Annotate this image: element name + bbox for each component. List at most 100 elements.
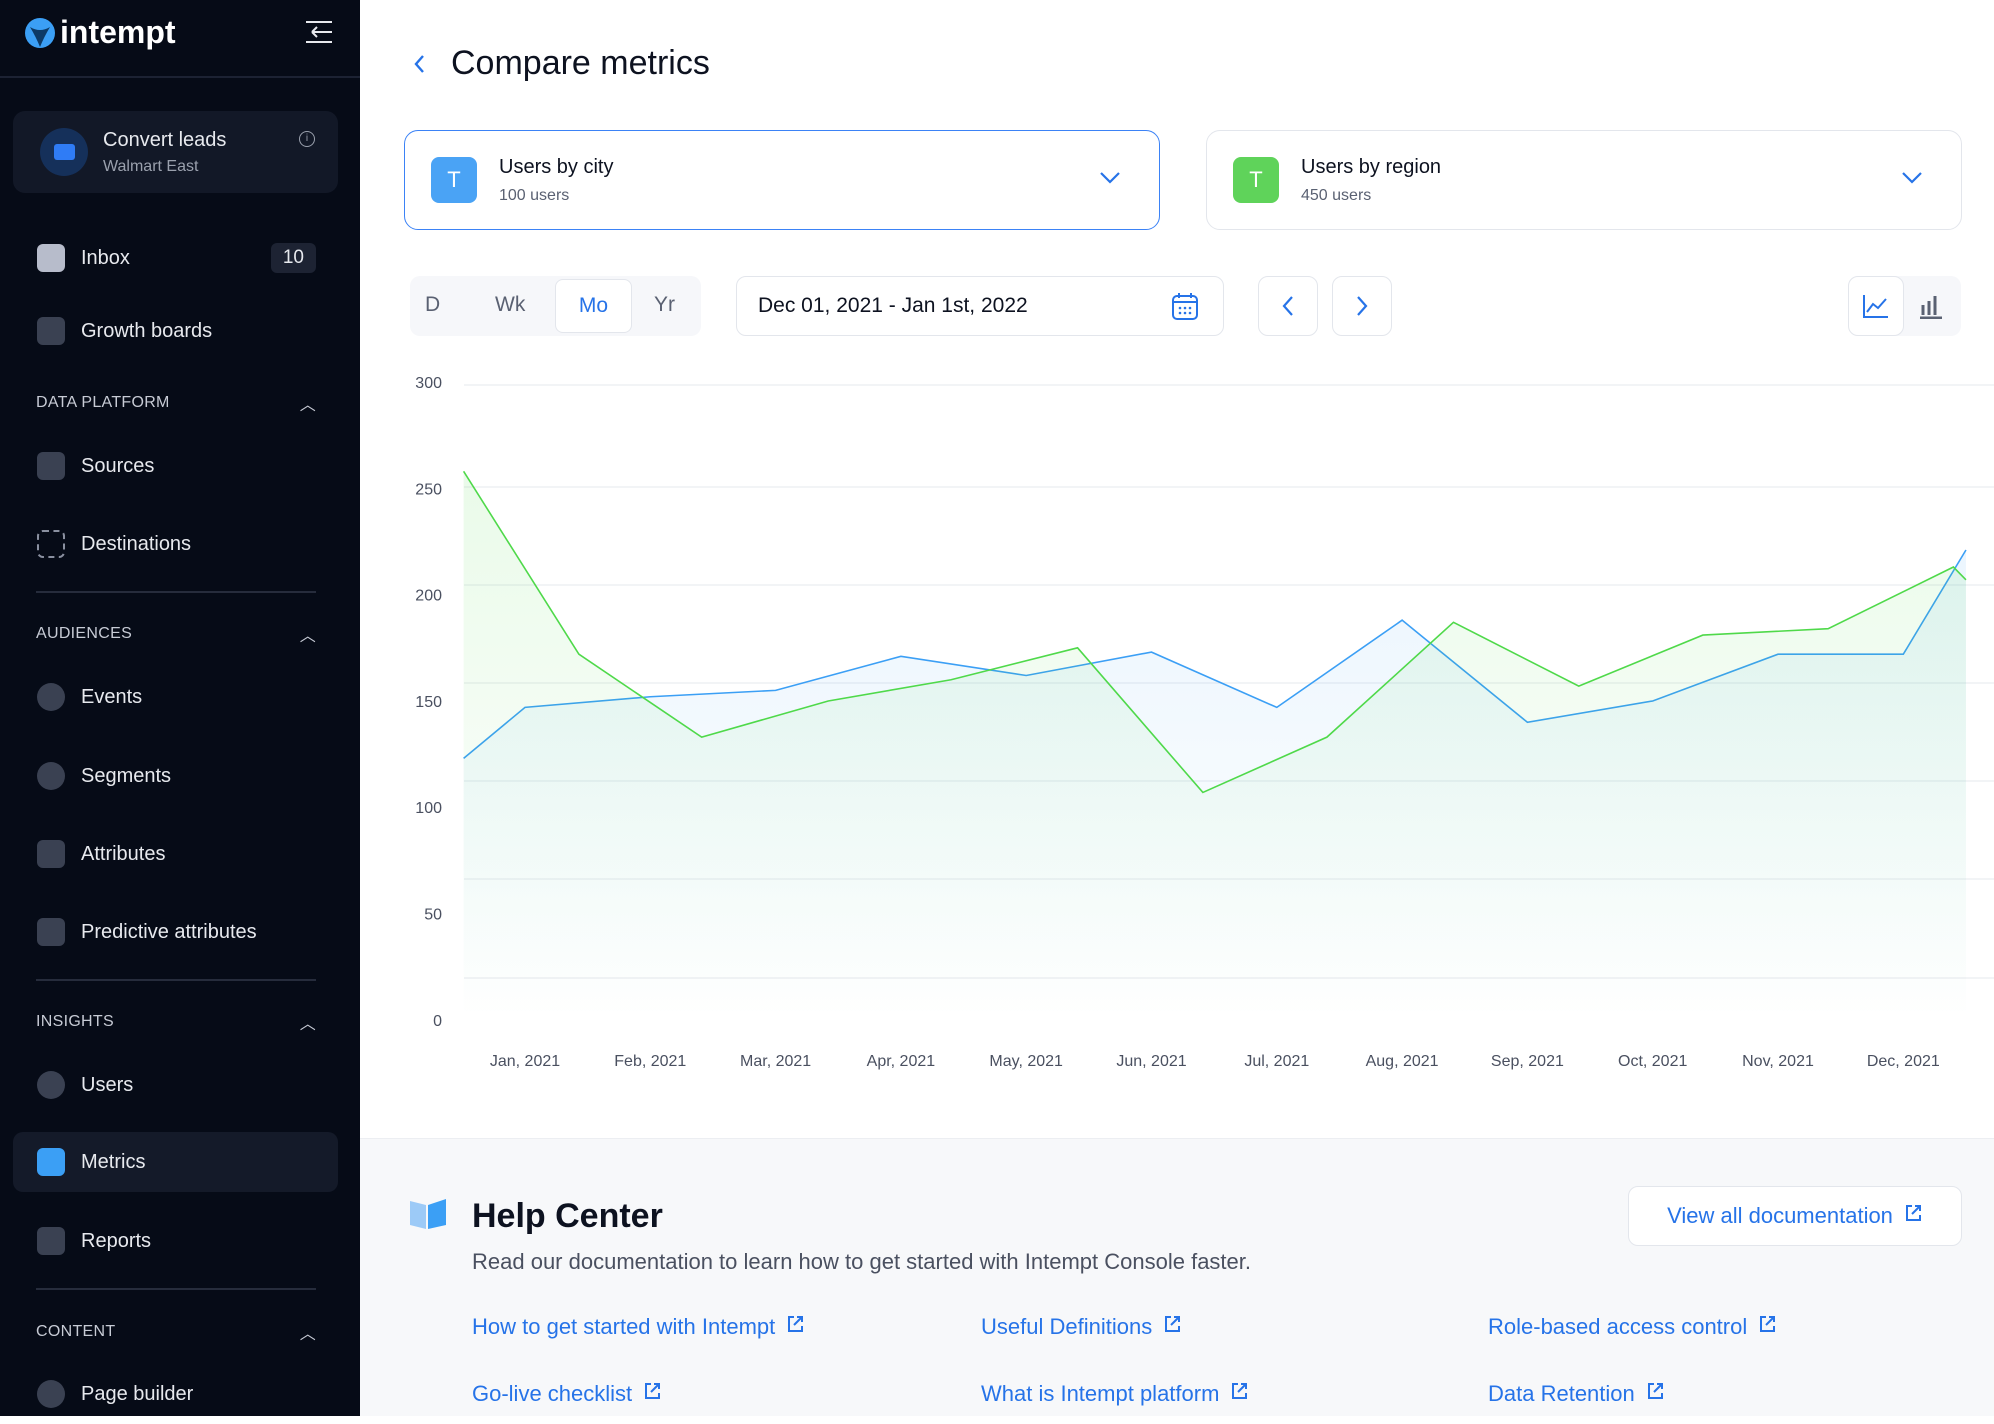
period-week[interactable]: Wk [495,293,525,317]
y-tick-label: 150 [415,694,442,711]
external-link-icon [1757,1314,1777,1340]
events-icon [37,683,65,711]
sidebar-item-attributes[interactable]: Attributes [13,824,338,884]
divider [36,979,316,981]
chevron-left-icon [1281,295,1295,317]
sidebar-item-segments[interactable]: Segments [13,746,338,806]
help-link[interactable]: Go-live checklist [472,1381,662,1407]
sidebar-item-inbox[interactable]: Inbox 10 [13,228,338,288]
monitor-icon [37,317,65,345]
section-audiences[interactable]: AUDIENCES ︿ [36,622,316,646]
sidebar-item-label: Inbox [81,247,130,270]
section-label: AUDIENCES [36,625,132,643]
sidebar-item-label: Segments [81,765,171,788]
external-link-icon [642,1381,662,1407]
external-link-icon [785,1314,805,1340]
users-icon [37,1071,65,1099]
bar-chart-button[interactable] [1918,293,1944,324]
workspace-card[interactable]: Convert leads Walmart East i [13,111,338,193]
link-text: Data Retention [1488,1381,1635,1407]
link-text: Role-based access control [1488,1314,1747,1340]
sidebar-item-predictive-attributes[interactable]: Predictive attributes [13,902,338,962]
x-tick-label: Jan, 2021 [490,1053,560,1070]
sidebar-item-page-builder[interactable]: Page builder [13,1364,338,1424]
link-text: Go-live checklist [472,1381,632,1407]
logo-text: intempt [60,14,176,51]
date-range-text: Dec 01, 2021 - Jan 1st, 2022 [758,294,1028,318]
metric-avatar: T [431,157,477,203]
help-link[interactable]: Role-based access control [1488,1314,1777,1340]
metric-title: Users by city [499,156,613,179]
period-selector: D Wk Mo Yr [410,276,701,336]
x-tick-label: Feb, 2021 [614,1053,686,1070]
sidebar-item-metrics[interactable]: Metrics [13,1132,338,1192]
chevron-up-icon: ︿ [300,622,316,646]
line-chart-button[interactable] [1848,276,1904,336]
metric-select-1[interactable]: T Users by city 100 users [404,130,1160,230]
y-tick-label: 300 [415,375,442,392]
help-title: Help Center [472,1197,663,1236]
period-year[interactable]: Yr [654,293,675,317]
link-text: Useful Definitions [981,1314,1152,1340]
divider [0,76,360,78]
metric-subtitle: 100 users [499,187,613,205]
sidebar-item-reports[interactable]: Reports [13,1211,338,1271]
chevron-down-icon [1099,171,1121,185]
x-tick-label: May, 2021 [989,1053,1063,1070]
metric-title: Users by region [1301,156,1441,179]
calendar-icon [1171,291,1199,321]
external-link-icon [1229,1381,1249,1407]
info-icon[interactable]: i [299,131,315,147]
button-label: View all documentation [1667,1203,1893,1229]
tag-icon [37,840,65,868]
view-all-documentation-button[interactable]: View all documentation [1628,1186,1962,1246]
sidebar-item-label: Destinations [81,533,191,556]
sidebar-item-sources[interactable]: Sources [13,436,338,496]
sidebar: intempt Convert leads Walmart East i Inb… [0,0,360,1416]
predictive-icon [37,918,65,946]
sidebar-item-label: Page builder [81,1383,193,1406]
previous-period-button[interactable] [1258,276,1318,336]
section-content[interactable]: CONTENT︿ [36,1320,316,1344]
chevron-up-icon: ︿ [300,1320,316,1344]
section-insights[interactable]: INSIGHTS︿ [36,1010,316,1034]
sidebar-item-events[interactable]: Events [13,667,338,727]
section-label: DATA PLATFORM [36,394,170,412]
collapse-menu-icon[interactable] [304,20,334,44]
sidebar-item-label: Users [81,1074,133,1097]
period-day[interactable]: D [425,293,440,317]
help-link[interactable]: Useful Definitions [981,1314,1182,1340]
y-tick-label: 200 [415,588,442,605]
date-range-picker[interactable]: Dec 01, 2021 - Jan 1st, 2022 [736,276,1224,336]
y-tick-label: 0 [433,1013,442,1030]
x-tick-label: Apr, 2021 [867,1053,936,1070]
workspace-title: Convert leads [103,129,226,152]
sidebar-item-label: Growth boards [81,320,212,343]
x-tick-label: Nov, 2021 [1742,1053,1814,1070]
next-period-button[interactable] [1332,276,1392,336]
sidebar-item-destinations[interactable]: Destinations [13,514,338,574]
metric-avatar: T [1233,157,1279,203]
divider [36,591,316,593]
help-link[interactable]: How to get started with Intempt [472,1314,805,1340]
help-link[interactable]: Data Retention [1488,1381,1665,1407]
segments-icon [37,762,65,790]
y-tick-label: 50 [424,907,442,924]
sidebar-item-growth-boards[interactable]: Growth boards [13,301,338,361]
logo[interactable]: intempt [24,14,176,51]
section-data-platform[interactable]: DATA PLATFORM︿ [36,391,316,415]
inbox-icon [37,244,65,272]
sidebar-item-users[interactable]: Users [13,1055,338,1115]
help-link[interactable]: What is Intempt platform [981,1381,1249,1407]
folder-icon [40,128,88,176]
y-tick-label: 250 [415,481,442,498]
x-tick-label: Oct, 2021 [1618,1053,1687,1070]
back-chevron-icon[interactable] [412,52,428,76]
chevron-right-icon [1355,295,1369,317]
x-tick-label: Mar, 2021 [740,1053,811,1070]
destinations-icon [37,530,65,558]
period-month[interactable]: Mo [555,279,632,333]
sidebar-item-label: Sources [81,455,154,478]
